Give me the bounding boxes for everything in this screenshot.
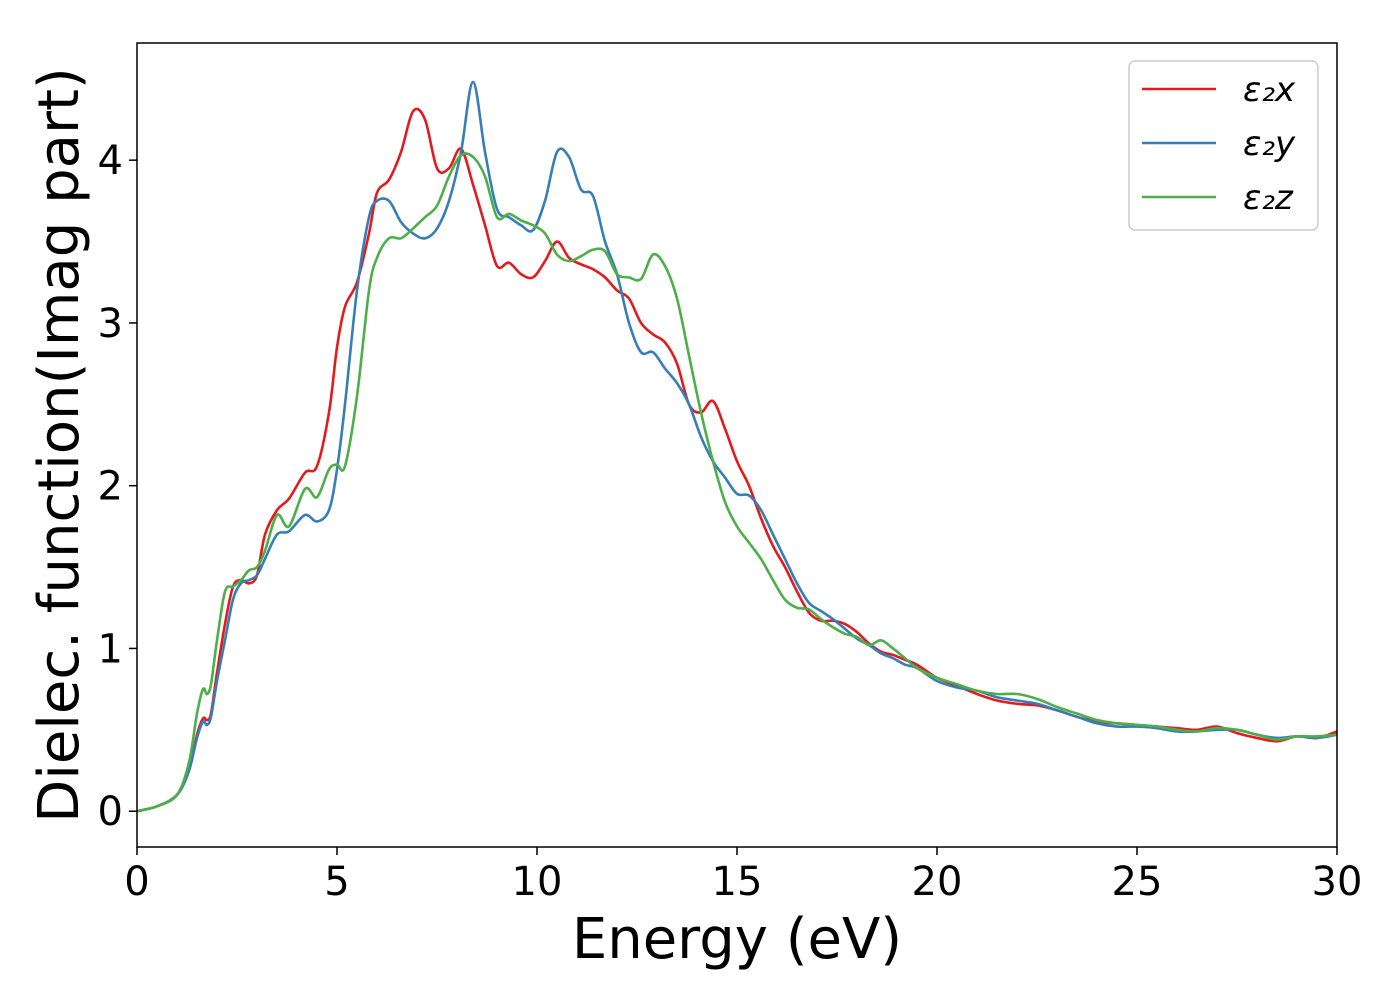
y-tick-label: 0 <box>98 789 123 835</box>
series-line-eps2y <box>137 80 1337 813</box>
x-tick-label: 15 <box>712 859 763 905</box>
y-tick-label: 3 <box>98 301 123 347</box>
legend: ε₂x ε₂y ε₂z <box>1128 60 1319 231</box>
x-axis-label: Energy (eV) <box>572 907 902 972</box>
legend-box <box>1128 60 1319 231</box>
legend-label-eps2y: ε₂y <box>1243 124 1296 164</box>
y-tick-label: 2 <box>98 464 123 510</box>
series-lines <box>137 80 1337 813</box>
legend-label-eps2x: ε₂x <box>1243 70 1296 110</box>
x-tick-label: 30 <box>1312 859 1363 905</box>
y-axis-label: Dielec. function(Imag part) <box>27 67 92 823</box>
legend-label-eps2z: ε₂z <box>1243 178 1294 218</box>
y-tick-label: 4 <box>98 138 123 184</box>
y-axis-ticks: 0 1 2 3 4 <box>98 138 137 835</box>
x-axis-ticks: 0 5 10 15 20 25 30 <box>124 847 1362 905</box>
x-tick-label: 5 <box>324 859 349 905</box>
x-tick-label: 0 <box>124 859 149 905</box>
y-tick-label: 1 <box>98 626 123 672</box>
series-line-eps2x <box>137 107 1337 813</box>
x-tick-label: 10 <box>512 859 563 905</box>
x-tick-label: 20 <box>912 859 963 905</box>
series-line-eps2z <box>137 152 1337 813</box>
x-tick-label: 25 <box>1112 859 1163 905</box>
